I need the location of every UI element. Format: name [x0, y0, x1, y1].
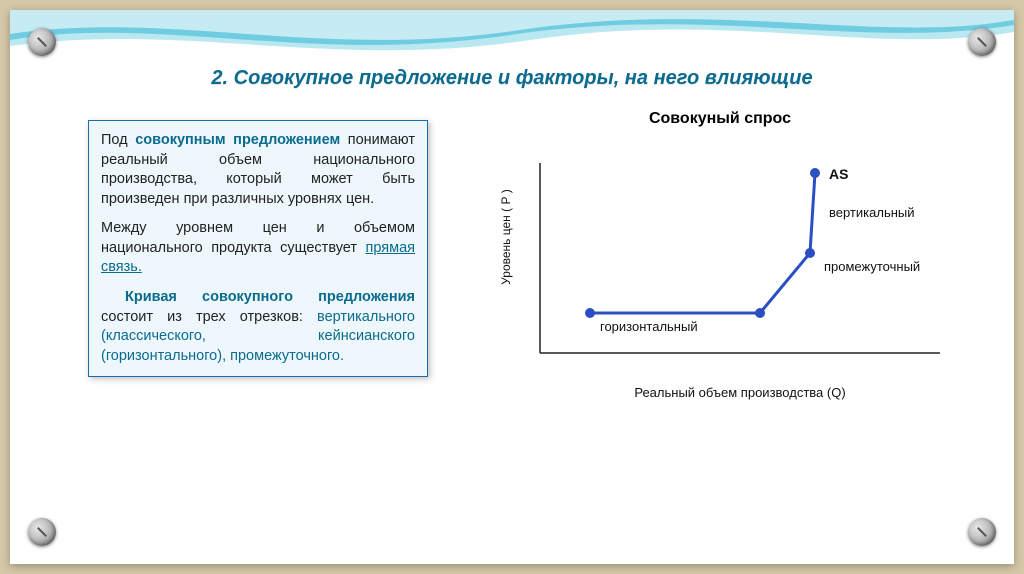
screw-icon	[968, 28, 996, 56]
decorative-wave	[10, 10, 1014, 60]
x-axis-label: Реальный объем производства (Q)	[520, 385, 960, 400]
chart-svg: AS вертикальный промежуточный горизонтал…	[480, 138, 960, 378]
definition-box: Под совокупным предложением понимают реа…	[88, 120, 428, 377]
p3-mid: состоит из трех отрезков:	[101, 309, 317, 325]
vertical-label: вертикальный	[829, 205, 915, 220]
screw-icon	[28, 518, 56, 546]
p1-pre: Под	[101, 132, 135, 148]
as-chart: Совокуный спрос Уровень цен ( Р ) AS вер…	[480, 110, 960, 400]
slide: 2. Совокупное предложение и факторы, на …	[10, 10, 1014, 564]
paragraph-1: Под совокупным предложением понимают реа…	[101, 131, 415, 209]
paragraph-2: Между уровнем цен и объемом национальног…	[101, 219, 415, 278]
screw-icon	[968, 518, 996, 546]
horizontal-label: горизонтальный	[600, 319, 698, 334]
point-horizontal-start	[585, 308, 595, 318]
point-horizontal-end	[755, 308, 765, 318]
chart-title: Совокуный спрос	[480, 110, 960, 128]
point-vertical-top	[810, 168, 820, 178]
as-label: AS	[829, 166, 848, 182]
paragraph-3: Кривая совокупного предложения состоит и…	[101, 288, 415, 366]
point-intermediate	[805, 248, 815, 258]
screw-icon	[28, 28, 56, 56]
p3-highlight: Кривая совокупного предложения	[125, 289, 415, 305]
slide-title: 2. Совокупное предложение и факторы, на …	[10, 66, 1014, 90]
p1-highlight: совокупным предложением	[135, 132, 340, 148]
as-curve	[590, 173, 815, 313]
intermediate-label: промежуточный	[824, 259, 920, 274]
